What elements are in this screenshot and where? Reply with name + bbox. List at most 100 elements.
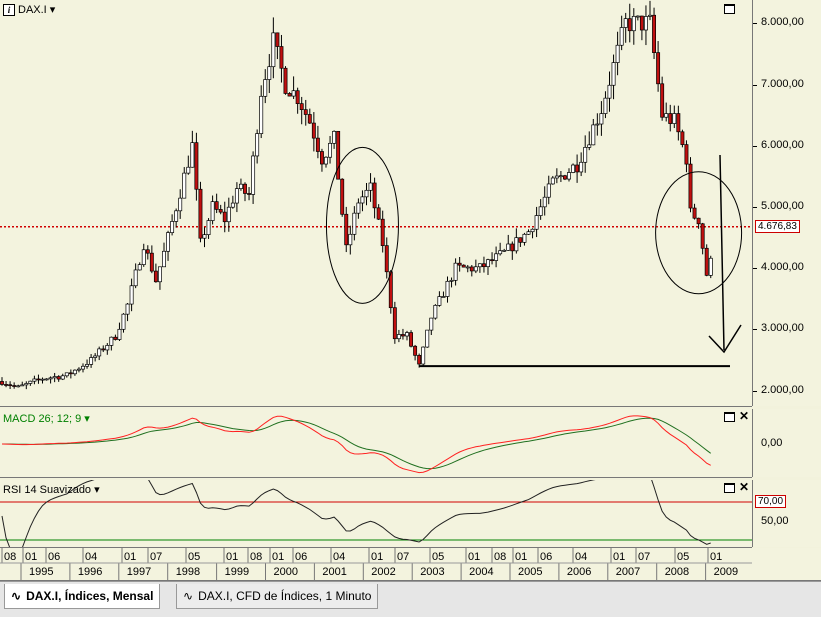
candle — [247, 187, 251, 201]
candle — [348, 225, 353, 255]
candle-body — [226, 206, 231, 223]
candle — [64, 372, 69, 378]
month-tick-label: 06 — [48, 551, 60, 563]
candle-body — [202, 234, 207, 239]
candle-body — [587, 144, 592, 148]
candle — [275, 32, 280, 60]
candle — [656, 41, 661, 92]
rsi-chart — [0, 472, 752, 558]
candle-body — [591, 124, 596, 146]
candle-body — [664, 113, 669, 118]
year-tick-label: 2008 — [665, 566, 689, 578]
candle — [52, 372, 57, 383]
month-tick-label: 08 — [250, 551, 262, 563]
candle — [595, 113, 600, 136]
macd-pane[interactable]: MACD 26; 12; 9 ▾ ✕ — [0, 409, 752, 478]
rsi-title-label: RSI 14 Suavizado — [3, 483, 92, 496]
candle-body — [538, 206, 543, 216]
candle-body — [311, 122, 316, 139]
candle-body — [356, 202, 361, 214]
candle — [372, 177, 377, 219]
year-tick-label: 2007 — [616, 566, 640, 578]
candle-body — [328, 142, 333, 158]
price-pane[interactable]: i DAX.I ▾ — [0, 0, 752, 407]
chevron-down-icon[interactable]: ▾ — [49, 4, 56, 16]
close-macd-button[interactable]: ✕ — [739, 409, 750, 423]
year-tick-label: 2002 — [371, 566, 395, 578]
candle-body — [607, 84, 612, 99]
candle — [688, 157, 693, 213]
month-tick-label: 01 — [613, 551, 625, 563]
candle — [279, 34, 284, 83]
candle — [457, 256, 462, 272]
candle — [502, 248, 507, 252]
rsi-title[interactable]: RSI 14 Suavizado ▾ — [3, 483, 100, 497]
candle-body — [320, 151, 324, 165]
candle-body — [652, 14, 657, 53]
candle-body — [271, 32, 276, 68]
maximize-pane-button[interactable] — [724, 4, 735, 17]
candle — [295, 87, 300, 114]
candle-body — [174, 210, 179, 222]
candle-body — [145, 249, 150, 254]
candle-body — [441, 296, 446, 298]
month-tick-label: 01 — [710, 551, 722, 563]
year-tick-label: 1995 — [29, 566, 53, 578]
candle-body — [141, 249, 146, 265]
candle-body — [85, 364, 89, 367]
maximize-rsi-button[interactable] — [724, 483, 735, 496]
candle — [562, 174, 567, 181]
candle-body — [113, 336, 118, 340]
chevron-down-icon[interactable]: ▾ — [84, 413, 90, 425]
candle — [97, 346, 102, 361]
price-axis-tick — [753, 268, 757, 270]
candle-body — [473, 266, 478, 272]
candle — [413, 344, 418, 361]
tab-minute-chart[interactable]: ∿ DAX.I, CFD de Índices, 1 Minuto — [176, 584, 379, 609]
candle-body — [469, 266, 474, 272]
chevron-down-icon[interactable]: ▾ — [94, 484, 100, 496]
candle — [178, 189, 183, 219]
tab-monthly-chart[interactable]: ∿ DAX.I, Índices, Mensal — [4, 584, 161, 609]
candle — [461, 264, 466, 268]
candle — [81, 363, 85, 373]
candle-body — [68, 372, 73, 375]
candle — [421, 346, 426, 366]
maximize-macd-button[interactable] — [724, 412, 735, 425]
price-axis-label: 3.000,00 — [761, 322, 804, 335]
candle-body — [571, 164, 576, 173]
macd-signal-line — [2, 417, 711, 470]
info-icon[interactable]: i — [3, 3, 15, 16]
year-tick-label: 2005 — [518, 566, 542, 578]
candle — [85, 359, 89, 369]
candle — [60, 373, 65, 381]
candle-body — [295, 90, 300, 104]
candle — [607, 71, 612, 112]
candle — [271, 17, 276, 79]
candle — [550, 175, 555, 185]
rsi-pane[interactable]: RSI 14 Suavizado ▾ ✕ — [0, 472, 752, 558]
month-tick-label: 07 — [638, 551, 650, 563]
candle-body — [283, 67, 288, 94]
candle-body — [267, 66, 272, 80]
candle — [567, 168, 571, 182]
candle-body — [315, 137, 320, 152]
candle — [392, 301, 397, 344]
candle — [425, 329, 430, 348]
candle — [623, 12, 628, 43]
candle-body — [579, 161, 584, 173]
year-tick-label: 1998 — [176, 566, 200, 578]
candle-body — [287, 93, 292, 97]
close-rsi-button[interactable]: ✕ — [739, 480, 750, 494]
candle-body — [32, 378, 37, 382]
macd-title[interactable]: MACD 26; 12; 9 ▾ — [3, 412, 90, 426]
candle-body — [704, 247, 709, 276]
candle-body — [583, 147, 588, 163]
candle — [676, 105, 681, 141]
month-tick-label: 01 — [371, 551, 383, 563]
candle — [311, 112, 316, 152]
candle-body — [380, 218, 385, 246]
year-tick-label: 2009 — [714, 566, 738, 578]
instrument-selector[interactable]: i DAX.I ▾ — [3, 3, 55, 16]
candle — [477, 263, 482, 273]
